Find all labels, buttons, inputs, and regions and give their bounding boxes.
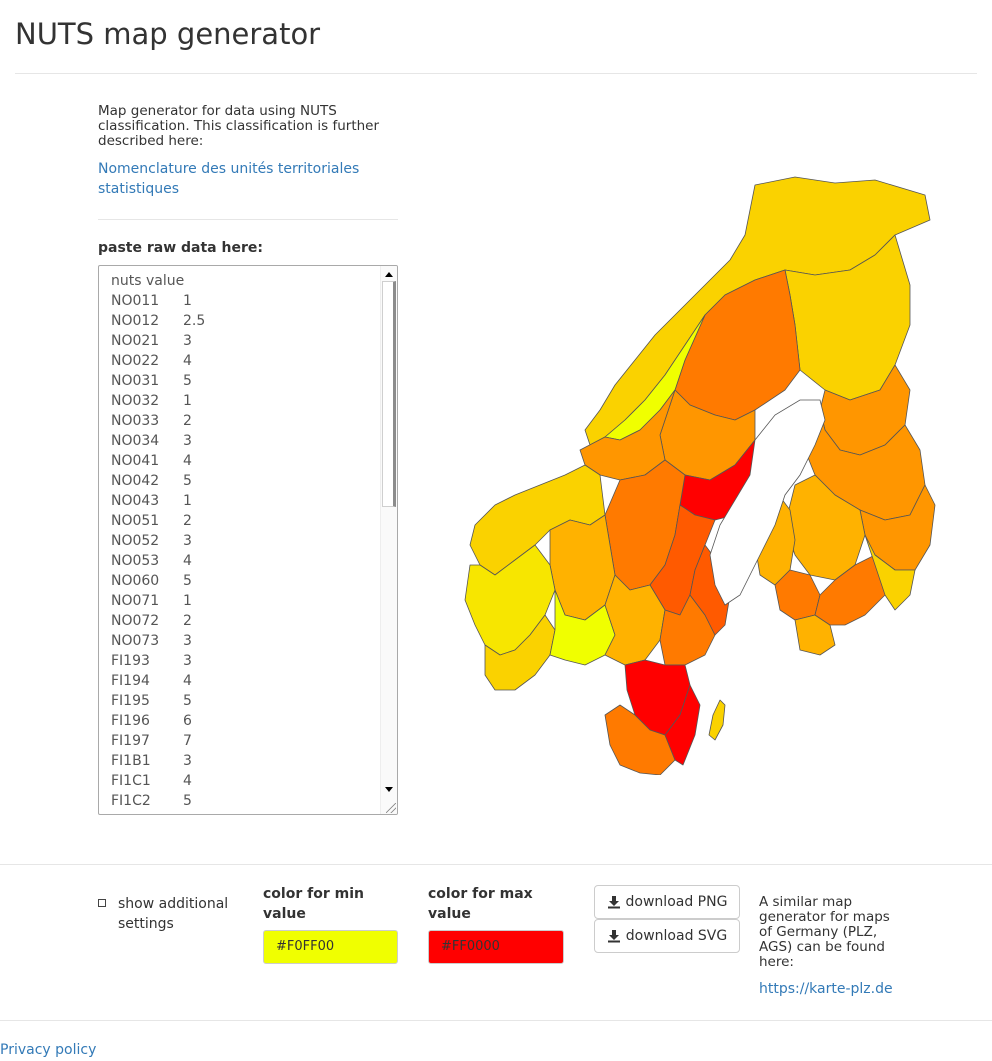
- scroll-down-arrow-icon[interactable]: [385, 787, 393, 792]
- region-gotland: [708, 699, 726, 741]
- gulf-of-bothnia: [709, 399, 826, 606]
- min-color-input[interactable]: #F0FF00: [263, 930, 398, 964]
- show-additional-settings-label[interactable]: show additional settings: [118, 896, 229, 932]
- raw-data-row: NO051 2: [111, 513, 192, 529]
- paste-data-label: paste raw data here:: [98, 240, 263, 256]
- raw-data-textarea[interactable]: nuts value NO011 1 NO012 2.5 NO021 3 NO022 4 NO03…: [98, 265, 398, 815]
- raw-data-row: NO034 3: [111, 433, 192, 449]
- raw-data-content: nuts value NO011 1 NO012 2.5 NO021 3 NO022 4 NO03…: [111, 271, 205, 811]
- raw-data-row: NO012 2.5: [111, 313, 206, 329]
- nuts-wiki-link[interactable]: Nomenclature des unités territoriales st…: [98, 161, 360, 197]
- scroll-thumb[interactable]: [382, 281, 396, 507]
- raw-data-row: NO032 1: [111, 393, 192, 409]
- privacy-policy-link[interactable]: Privacy policy: [0, 1042, 97, 1058]
- min-color-label: color for min value: [263, 886, 364, 922]
- raw-data-row: FI1B1 3: [111, 753, 192, 769]
- title-divider: [15, 73, 977, 74]
- raw-data-row: NO073 3: [111, 633, 192, 649]
- raw-data-row: NO052 3: [111, 533, 192, 549]
- raw-data-row: NO071 1: [111, 593, 192, 609]
- raw-data-row: NO041 4: [111, 453, 192, 469]
- raw-data-row: NO043 1: [111, 493, 192, 509]
- raw-data-row: NO042 5: [111, 473, 192, 489]
- region-etela-savo: [864, 534, 916, 611]
- intro-text: Map generator for data using NUTS classi…: [98, 103, 380, 149]
- raw-data-row: NO053 4: [111, 553, 192, 569]
- raw-data-row: FI197 7: [111, 733, 192, 749]
- footer-divider: [0, 1020, 992, 1021]
- textarea-scrollbar[interactable]: [380, 266, 397, 814]
- raw-data-header-row: nuts value: [111, 273, 185, 289]
- sidebar-divider: [98, 219, 398, 220]
- raw-data-row: FI1C2 5: [111, 793, 192, 809]
- scroll-up-arrow-icon[interactable]: [385, 272, 393, 277]
- raw-data-row: NO022 4: [111, 353, 192, 369]
- settings-divider: [0, 864, 992, 865]
- resize-grip-icon[interactable]: [386, 803, 396, 813]
- region-norrbotten: [674, 269, 801, 421]
- raw-data-row: FI195 5: [111, 693, 192, 709]
- raw-data-row: NO033 2: [111, 413, 192, 429]
- max-color-input[interactable]: #FF0000: [428, 930, 564, 964]
- download-icon: [607, 896, 620, 909]
- raw-data-row: NO031 5: [111, 373, 192, 389]
- download-svg-label: download SVG: [625, 928, 728, 944]
- page-title: NUTS map generator: [15, 17, 321, 51]
- raw-data-row: NO072 2: [111, 613, 192, 629]
- region-kalmar-coast: [664, 684, 701, 766]
- download-svg-button[interactable]: download SVG: [594, 919, 740, 953]
- raw-data-row: FI194 4: [111, 673, 192, 689]
- show-additional-settings-checkbox[interactable]: [98, 899, 106, 907]
- download-png-label: download PNG: [625, 894, 728, 910]
- similar-generator-text: A similar map generator for maps of Germ…: [759, 894, 890, 970]
- raw-data-row: NO011 1: [111, 293, 192, 309]
- nuts-map: [455, 175, 940, 776]
- raw-data-row: FI1C1 4: [111, 773, 192, 789]
- download-icon: [607, 930, 620, 943]
- max-color-label: color for max value: [428, 886, 533, 922]
- karte-plz-link[interactable]: https://karte-plz.de: [759, 981, 893, 997]
- raw-data-row: FI193 3: [111, 653, 192, 669]
- download-png-button[interactable]: download PNG: [594, 885, 740, 919]
- scandinavia-map: [464, 176, 936, 776]
- raw-data-row: NO060 5: [111, 573, 192, 589]
- raw-data-row: FI196 6: [111, 713, 192, 729]
- raw-data-row: NO021 3: [111, 333, 192, 349]
